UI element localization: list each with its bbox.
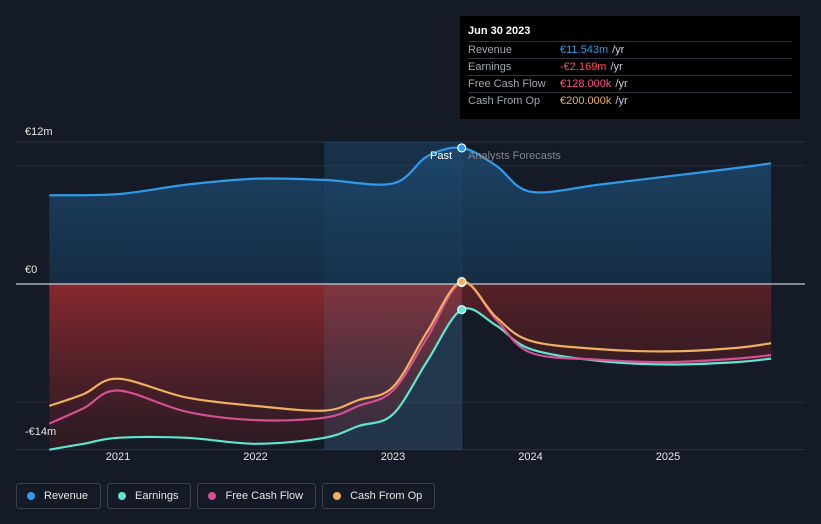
earnings-area-forecast [461,284,772,450]
legend-item-revenue[interactable]: Revenue [16,483,102,509]
revenue-area [49,147,772,284]
cash-from-op-marker [457,277,467,287]
legend-item-free-cash-flow[interactable]: Free Cash Flow [197,483,317,509]
tooltip-label: Earnings [468,61,512,73]
tooltip: Jun 30 2023 Revenue €11.543m /yr Earning… [460,16,800,119]
tooltip-value: -€2.169m [560,61,607,73]
revenue-marker [457,143,467,153]
legend-label: Earnings [135,490,179,502]
x-tick-label: 2025 [655,451,681,463]
legend-dot-icon [333,492,342,500]
tooltip-date: Jun 30 2023 [468,25,531,37]
legend-label: Free Cash Flow [225,490,304,502]
past-label: Past [429,150,452,162]
legend-dot-icon [27,492,35,500]
legend-dot-icon [208,492,217,500]
x-tick-label: 2021 [105,451,131,463]
x-tick-label: 2022 [243,451,268,463]
legend-item-cash-from-op[interactable]: Cash From Op [322,483,436,509]
free-cash-flow-line [48,281,772,425]
tooltip-row-cash-from-op: Cash From Op €200.000k /yr [468,92,792,109]
tooltip-label: Free Cash Flow [468,78,546,90]
legend-item-earnings[interactable]: Earnings [107,483,192,509]
tooltip-unit: /yr [615,95,628,107]
revenue-line [49,146,772,197]
cash-from-op-line [48,280,772,412]
tooltip-value: €200.000k [560,95,612,107]
y-label-top: €12m [25,126,53,138]
earnings-marker [457,305,467,315]
x-tick-label: 2023 [380,451,406,463]
earnings-line [49,307,772,451]
tooltip-row-free-cash-flow: Free Cash Flow €128.000k /yr [468,75,792,92]
tooltip-unit: /yr [615,78,628,90]
legend-label: Revenue [44,490,89,502]
tooltip-value: €11.543m [560,44,609,56]
markers [457,143,467,315]
tooltip-value: €128.000k [560,78,612,90]
y-label-bottom: -€14m [25,426,57,438]
tooltip-unit: /yr [612,44,625,56]
forecast-label: Analysts Forecasts [468,150,561,162]
tooltip-row-earnings: Earnings -€2.169m /yr [468,58,792,75]
tooltip-label: Cash From Op [468,95,541,107]
series-lines [48,146,772,451]
tooltip-unit: /yr [610,61,623,73]
y-label-zero: €0 [25,264,38,276]
tooltip-row-revenue: Revenue €11.543m /yr [468,41,792,58]
legend: Revenue Earnings Free Cash Flow Cash Fro… [16,483,436,509]
x-tick-label: 2024 [518,451,543,463]
legend-label: Cash From Op [350,490,423,502]
tooltip-label: Revenue [468,44,513,56]
legend-dot-icon [118,492,127,500]
